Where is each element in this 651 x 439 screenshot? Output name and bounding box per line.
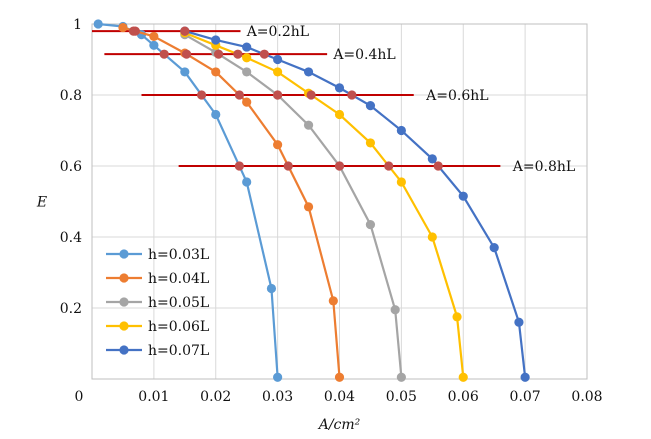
x-axis-label: A/cm²	[317, 417, 361, 433]
y-tick-label: 0.4	[60, 230, 82, 246]
data-point	[303, 120, 314, 130]
legend-entry: h=0.07L	[148, 343, 209, 359]
legend: h=0.03L h=0.04L h=0.05L h=0.06L h=0.07L	[106, 247, 209, 359]
y-tick-label: 0.2	[60, 301, 82, 317]
legend-entry: h=0.04L	[148, 271, 209, 287]
data-point	[118, 22, 128, 33]
data-point	[396, 177, 406, 187]
data-point	[273, 67, 283, 77]
data-point	[458, 191, 468, 201]
intersection-point	[233, 49, 243, 59]
intersection-point	[159, 49, 169, 59]
tick-labels: 0 0.01 0.02 0.03 0.04 0.05 0.06 0.07 0.08 0.2 0.4 0…	[60, 17, 603, 405]
data-point	[303, 202, 314, 212]
x-tick-label: 0.08	[571, 389, 602, 405]
x-tick-label: 0.04	[324, 389, 355, 405]
data-point	[242, 67, 252, 77]
data-point	[328, 296, 338, 306]
data-point	[520, 372, 530, 382]
y-tick-label: 1	[73, 17, 82, 33]
data-point	[211, 109, 221, 120]
legend-swatch-marker	[119, 273, 129, 283]
data-point	[266, 283, 277, 294]
series-line	[184, 33, 403, 378]
data-point	[365, 101, 376, 111]
series-group	[93, 19, 530, 382]
data-point	[242, 53, 252, 63]
data-point	[273, 140, 283, 150]
x-tick-label: 0	[75, 389, 84, 405]
x-tick-label: 0.03	[262, 389, 293, 405]
data-point	[365, 219, 376, 230]
data-point	[489, 243, 499, 253]
annotation-label: A=0.4hL	[332, 47, 395, 63]
data-point	[273, 54, 283, 65]
annotation-label: A=0.2hL	[246, 24, 309, 40]
intersection-point	[347, 90, 357, 100]
data-point	[396, 372, 406, 382]
intersection-point	[433, 161, 443, 171]
legend-entry: h=0.05L	[148, 295, 209, 311]
legend-entry: h=0.06L	[148, 319, 209, 335]
data-point	[211, 67, 221, 77]
annotation-label: A=0.8hL	[512, 159, 575, 175]
intersection-point	[234, 161, 244, 171]
intersection-point	[234, 90, 245, 100]
intersection-point	[130, 26, 140, 36]
x-tick-label: 0.02	[200, 389, 231, 405]
data-point	[365, 138, 376, 148]
data-point	[180, 67, 190, 77]
data-point	[242, 42, 252, 52]
data-point	[334, 109, 345, 120]
legend-entry: h=0.03L	[148, 247, 209, 263]
series-line	[184, 31, 465, 378]
legend-swatch-marker	[119, 321, 129, 331]
data-point	[334, 83, 345, 93]
legend-swatch-marker	[119, 297, 129, 307]
data-point	[458, 372, 468, 382]
data-point	[242, 177, 252, 187]
intersection-point	[180, 26, 190, 36]
data-point	[390, 305, 400, 315]
data-point	[396, 125, 406, 136]
x-tick-label: 0.06	[448, 389, 479, 405]
intersection-point	[306, 90, 316, 100]
intersection-point	[181, 49, 192, 59]
y-tick-label: 0.6	[60, 159, 82, 175]
data-point	[452, 312, 462, 322]
series-line	[184, 30, 527, 378]
intersection-point	[283, 161, 293, 171]
y-tick-label: 0.8	[60, 88, 82, 104]
legend-swatch-marker	[119, 345, 129, 355]
intersection-point	[196, 90, 207, 100]
data-point	[303, 67, 314, 77]
x-tick-label: 0.07	[510, 389, 541, 405]
data-point	[149, 40, 159, 50]
data-point	[334, 372, 345, 382]
data-point	[242, 97, 252, 107]
x-tick-label: 0.01	[138, 389, 169, 405]
legend-swatch-marker	[119, 249, 129, 259]
data-point	[427, 232, 437, 242]
data-point	[211, 35, 221, 45]
data-point	[273, 372, 283, 382]
annotation-label: A=0.6hL	[425, 88, 488, 104]
intersection-point	[213, 49, 224, 59]
intersection-point	[273, 90, 283, 100]
y-axis-label: E	[36, 195, 47, 211]
intersection-point	[259, 49, 269, 59]
x-tick-label: 0.05	[386, 389, 417, 405]
intersection-point	[334, 161, 345, 171]
intersection-point	[384, 161, 394, 171]
annotation-lines: A=0.2hL A=0.4hL A=0.6hL A=0.8hL	[92, 24, 575, 175]
data-point	[514, 317, 524, 327]
data-point	[149, 31, 159, 42]
data-point	[427, 154, 437, 164]
data-point	[93, 19, 103, 29]
